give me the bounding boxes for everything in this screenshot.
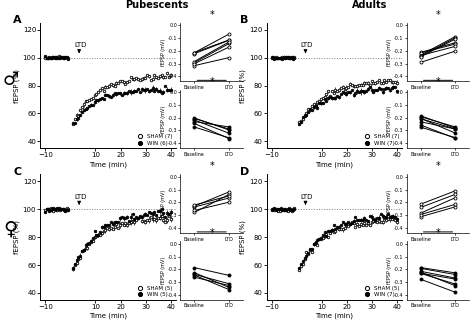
Text: LTD: LTD [74, 42, 87, 48]
Y-axis label: fEPSP (%): fEPSP (%) [13, 69, 20, 102]
Y-axis label: fEPSP (mV): fEPSP (mV) [161, 38, 166, 66]
Y-axis label: fEPSP (mV): fEPSP (mV) [387, 38, 392, 66]
Y-axis label: fEPSP (%): fEPSP (%) [240, 69, 246, 102]
Text: ♂: ♂ [2, 71, 18, 89]
Text: LTD: LTD [301, 42, 313, 48]
Text: *: * [210, 161, 214, 171]
Text: LTD: LTD [301, 194, 313, 200]
Legend: SHAM (5), WIN (5): SHAM (5), WIN (5) [135, 286, 173, 297]
Text: *: * [436, 228, 440, 238]
Y-axis label: fEPSP (mV): fEPSP (mV) [387, 257, 392, 284]
Text: Adults: Adults [352, 0, 387, 10]
Legend: SHAM (7), WIN (7): SHAM (7), WIN (7) [361, 134, 399, 145]
Y-axis label: fEPSP (mV): fEPSP (mV) [161, 257, 166, 284]
Text: D: D [239, 167, 249, 177]
X-axis label: Time (min): Time (min) [89, 313, 127, 319]
Y-axis label: fEPSP (mV): fEPSP (mV) [161, 190, 166, 217]
Text: B: B [239, 15, 248, 25]
X-axis label: Time (min): Time (min) [315, 313, 353, 319]
Legend: SHAM (7), WIN (6): SHAM (7), WIN (6) [135, 134, 173, 145]
Text: ♀: ♀ [3, 220, 18, 239]
X-axis label: Time (min): Time (min) [89, 161, 127, 168]
X-axis label: Time (min): Time (min) [315, 161, 353, 168]
Y-axis label: fEPSP (%): fEPSP (%) [13, 220, 20, 254]
Text: C: C [13, 167, 21, 177]
Y-axis label: fEPSP (%): fEPSP (%) [240, 220, 246, 254]
Y-axis label: fEPSP (mV): fEPSP (mV) [387, 190, 392, 217]
Legend: SHAM (5), WIN (7): SHAM (5), WIN (7) [361, 286, 399, 297]
Text: *: * [436, 10, 440, 20]
Text: LTD: LTD [74, 194, 87, 200]
Text: Pubescents: Pubescents [125, 0, 188, 10]
Y-axis label: fEPSP (mV): fEPSP (mV) [387, 105, 392, 133]
Text: *: * [436, 77, 440, 87]
Text: *: * [210, 10, 214, 20]
Text: *: * [436, 161, 440, 171]
Text: *: * [210, 77, 214, 87]
Y-axis label: fEPSP (mV): fEPSP (mV) [161, 105, 166, 133]
Text: A: A [13, 15, 22, 25]
Text: *: * [210, 228, 214, 238]
